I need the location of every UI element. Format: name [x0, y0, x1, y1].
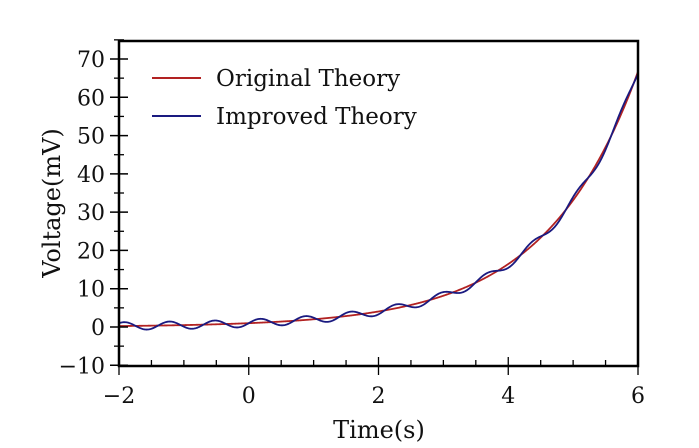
y-tick-label: 70 [77, 48, 105, 73]
y-tick-label: −10 [59, 354, 105, 379]
y-axis-label: Voltage(mV) [38, 128, 66, 279]
x-tick-label: 4 [501, 384, 515, 409]
x-tick-label: 0 [242, 384, 256, 409]
legend-label-original: Original Theory [216, 66, 400, 92]
x-tick-label: −2 [103, 384, 135, 409]
y-tick-label: 30 [77, 201, 105, 226]
series-line-original [118, 71, 639, 327]
x-axis-label: Time(s) [333, 416, 425, 444]
y-axis-ticks: −10 0 10 20 30 40 50 60 70 [59, 39, 128, 379]
x-tick-label: 2 [372, 384, 386, 409]
y-tick-label: 50 [77, 125, 105, 150]
legend: Original Theory Improved Theory [152, 66, 417, 130]
plot-lines [118, 71, 639, 331]
y-tick-label: 60 [77, 86, 105, 111]
plot-frame [117, 39, 640, 368]
x-tick-label: 6 [631, 384, 645, 409]
legend-label-improved: Improved Theory [216, 104, 417, 130]
y-tick-label: 20 [77, 239, 105, 264]
y-tick-label: 10 [77, 278, 105, 303]
series-line-improved [118, 73, 639, 331]
y-tick-label: 0 [91, 316, 105, 341]
y-tick-label: 40 [77, 163, 105, 188]
